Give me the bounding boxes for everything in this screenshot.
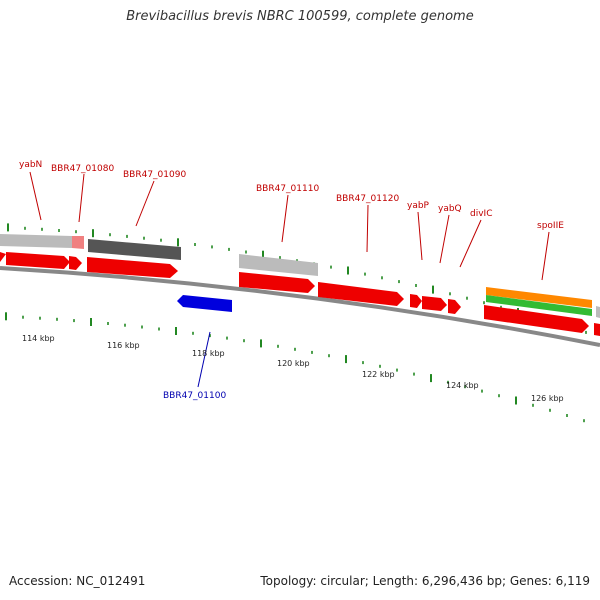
leader-BBR47-01110	[281, 194, 289, 243]
gene-arrow-edge	[594, 323, 600, 336]
leader-yabQ	[439, 214, 450, 264]
gene-label-yabP: yabP	[407, 201, 430, 211]
gene-arrow-yabN-left	[0, 252, 6, 262]
genome-backbone	[0, 266, 600, 347]
accession-label: Accession: NC_012491	[9, 574, 146, 588]
gene-label-BBR47-01090: BBR47_01090	[123, 170, 186, 180]
scale-label-116: 116 kbp	[107, 341, 140, 350]
map-title: Brevibacillus brevis NBRC 100599, comple…	[126, 9, 474, 24]
feature-grey-edge	[596, 306, 600, 318]
feature-dark-1	[88, 239, 181, 260]
leader-BBR47-01090	[135, 180, 155, 227]
gene-label-BBR47-01120: BBR47_01120	[336, 194, 399, 204]
gene-arrow-BBR47-01090	[87, 257, 178, 278]
leader-BBR47-01120	[366, 204, 369, 253]
leader-spoIIE	[541, 231, 550, 281]
gene-label-BBR47-01110: BBR47_01110	[256, 184, 319, 194]
forward-label-leaders	[29, 171, 550, 281]
leader-divIC	[459, 219, 482, 268]
scale-label-120: 120 kbp	[277, 359, 310, 368]
scale-label-118: 118 kbp	[192, 349, 225, 358]
gene-label-yabN: yabN	[19, 160, 42, 170]
feature-grey-2	[239, 254, 318, 276]
gene-arrow-divIC	[448, 299, 461, 314]
leader-yabN	[29, 171, 42, 221]
upper-tick-track	[7, 223, 587, 334]
scale-label-122: 122 kbp	[362, 370, 395, 379]
gene-arrow-BBR47-01100	[177, 295, 232, 312]
gene-label-BBR47-01080: BBR47_01080	[51, 164, 114, 174]
gene-label-BBR47-01100: BBR47_01100	[163, 391, 226, 401]
lower-tick-track	[5, 312, 585, 423]
gene-arrow-BBR47-01110	[239, 272, 315, 293]
feature-green-band	[486, 295, 592, 316]
scale-label-124: 124 kbp	[446, 381, 479, 390]
gene-label-divIC: divIC	[470, 209, 492, 219]
feature-pink-1	[72, 236, 84, 249]
gene-arrow-yabP	[410, 294, 422, 308]
gene-arrow-yabN	[6, 252, 70, 269]
scale-label-126: 126 kbp	[531, 394, 564, 403]
scale-label-114: 114 kbp	[22, 334, 55, 343]
feature-orange-band	[486, 287, 592, 308]
gene-arrow-BBR47-01080	[69, 256, 82, 270]
leader-BBR47-01100	[197, 331, 211, 388]
gene-arrow-BBR47-01120	[318, 282, 404, 306]
gene-label-yabQ: yabQ	[438, 204, 462, 214]
gene-label-spoIIE: spoIIE	[537, 221, 564, 231]
gene-arrow-spoIIE	[484, 305, 589, 333]
topology-label: Topology: circular; Length: 6,296,436 bp…	[260, 574, 590, 588]
feature-grey-1	[0, 234, 72, 248]
gene-arrow-yabQ	[422, 296, 447, 311]
leader-BBR47-01080	[78, 173, 85, 223]
leader-yabP	[417, 211, 423, 261]
